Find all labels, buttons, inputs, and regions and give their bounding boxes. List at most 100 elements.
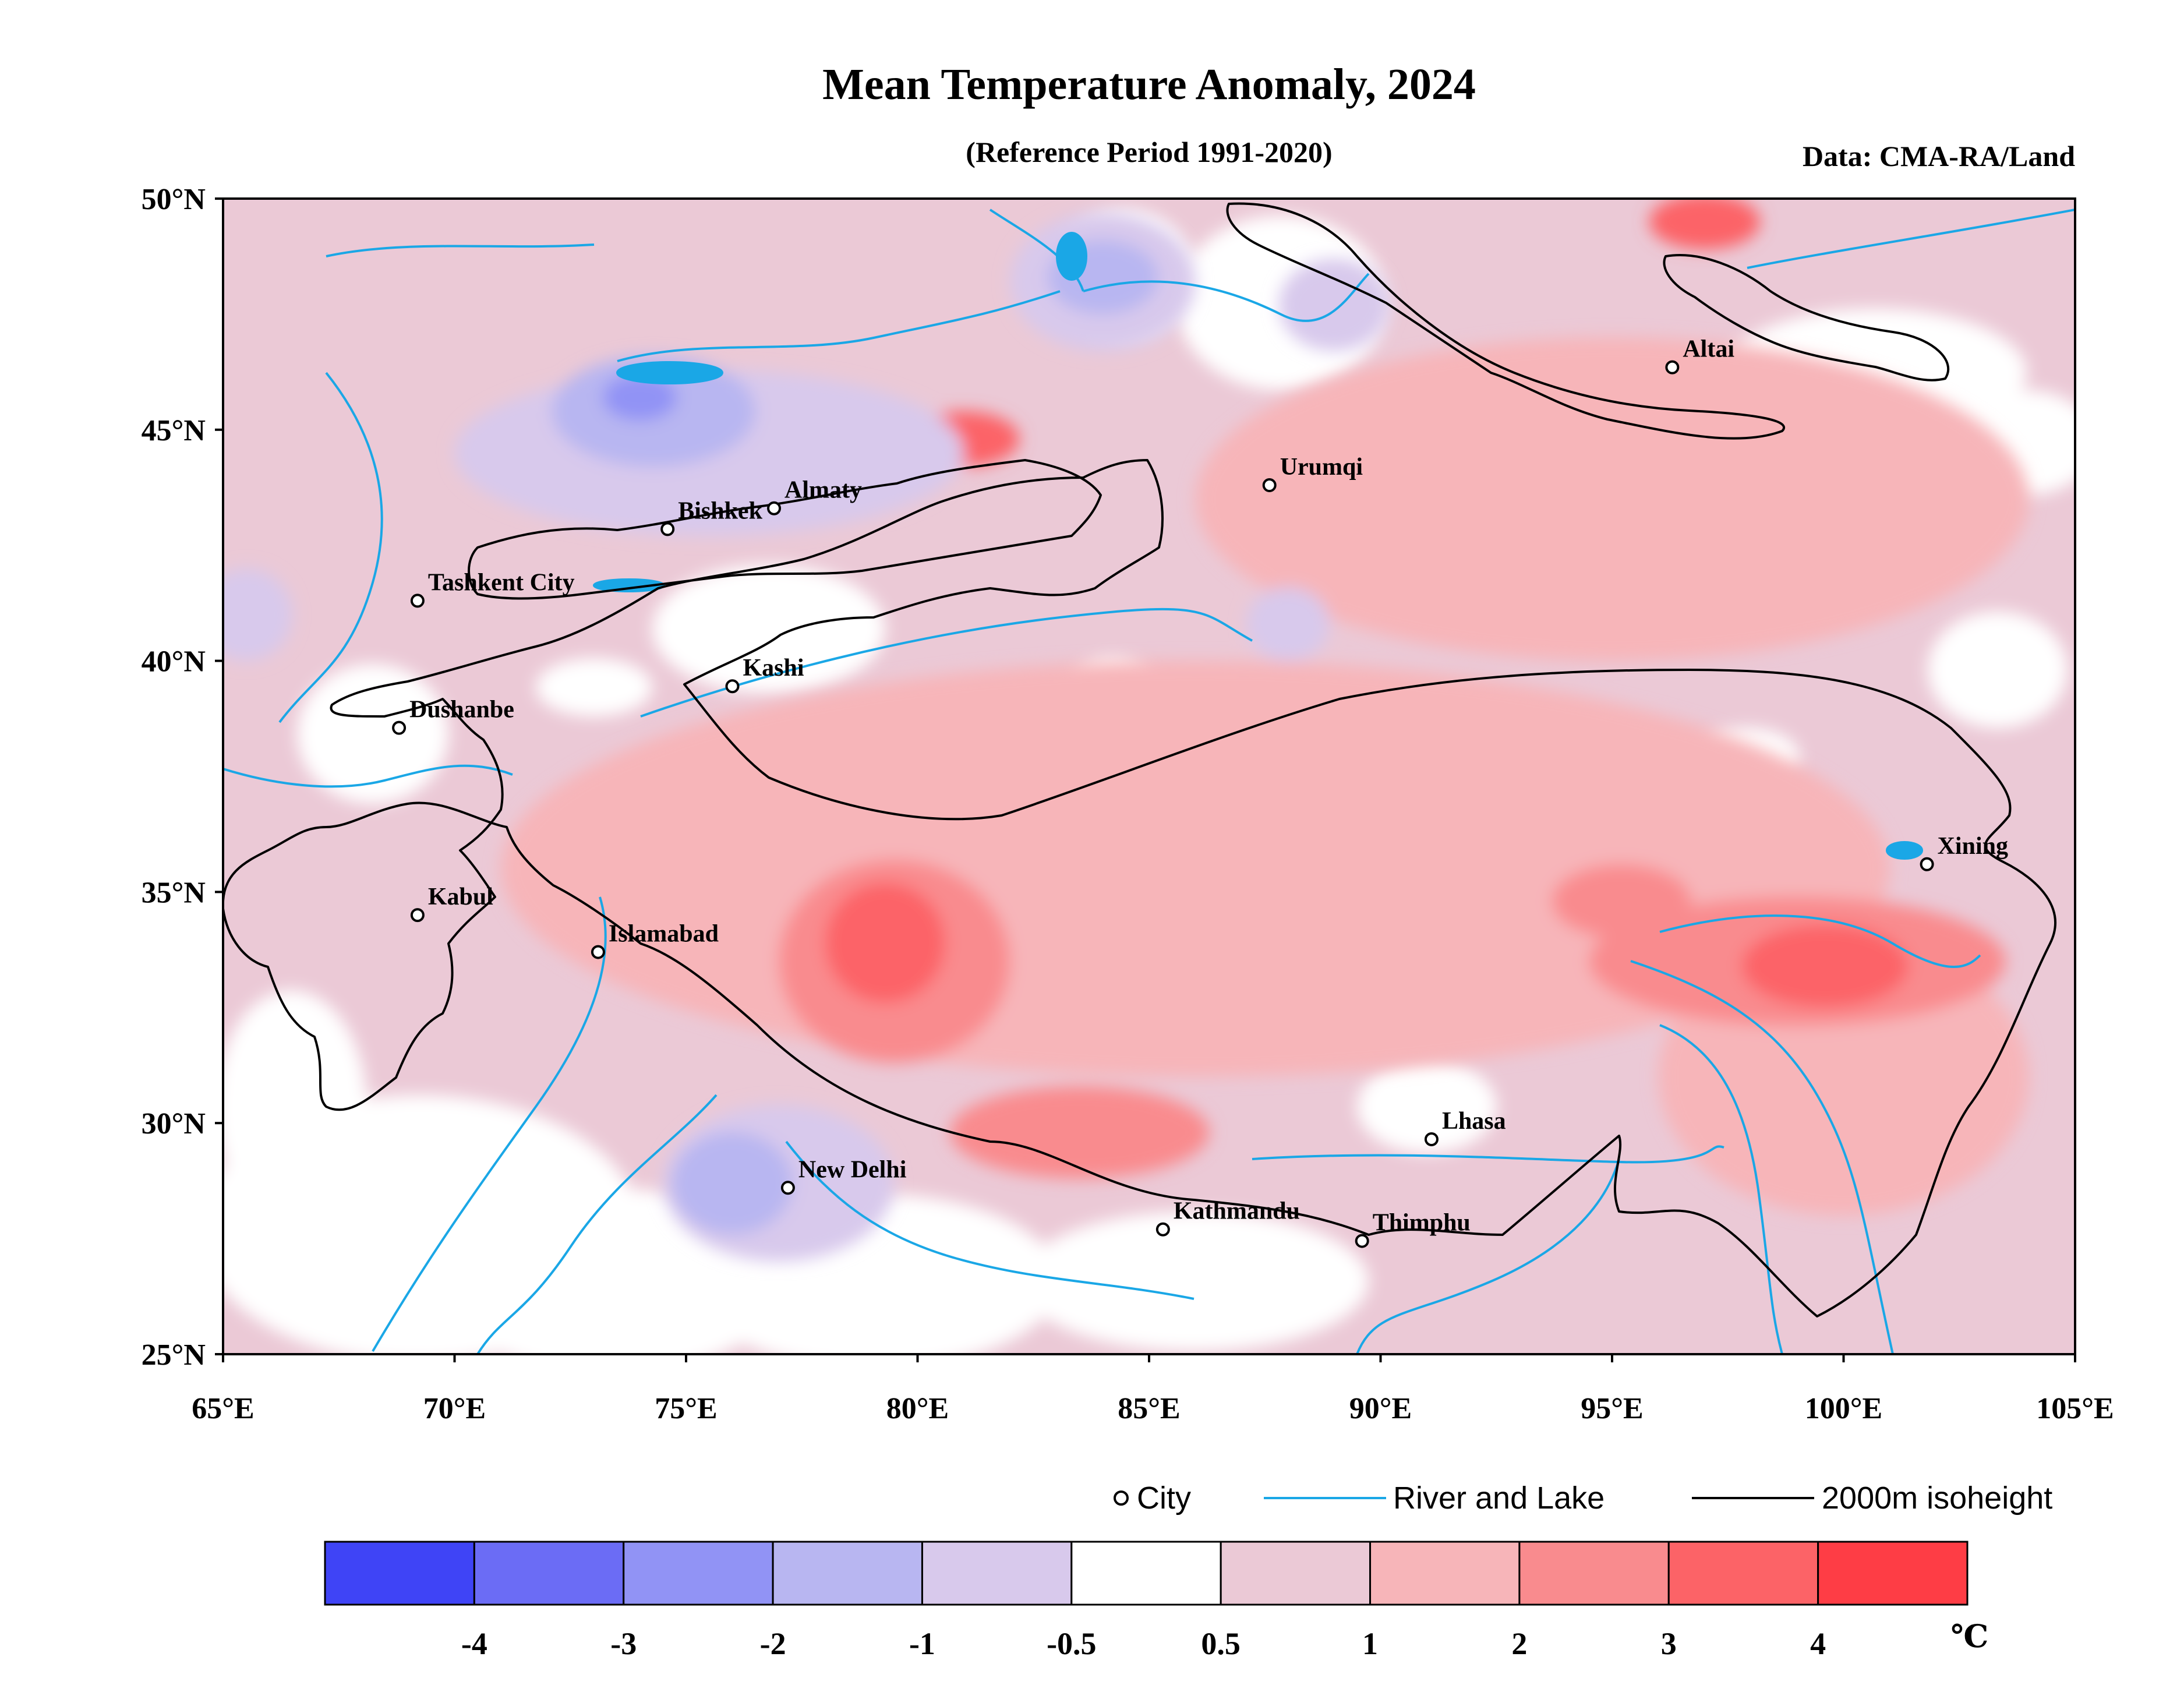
map-subtitle: (Reference Period 1991-2020) xyxy=(966,136,1332,168)
city-marker xyxy=(1355,1234,1369,1248)
colorbar-tick-label: 4 xyxy=(1810,1626,1826,1661)
lon-tick-label: 105°E xyxy=(2036,1392,2114,1425)
colorbar-segment xyxy=(772,1541,923,1606)
lat-tick-label: 40°N xyxy=(142,645,206,679)
colorbar-tick-label: -2 xyxy=(760,1626,786,1661)
city-marker xyxy=(767,501,782,515)
river-central-asia-north xyxy=(326,243,595,257)
city-label: Tashkent City xyxy=(428,569,575,596)
city-label: Bishkek xyxy=(678,497,762,524)
city-marker xyxy=(1424,1132,1439,1146)
colorbar-segment xyxy=(324,1541,475,1606)
lake-qinghai xyxy=(1886,841,1923,860)
city-label: Kabul xyxy=(428,884,493,910)
anomaly-region-20 xyxy=(602,374,677,421)
river-amu-darya xyxy=(223,764,513,788)
lon-tick-label: 100°E xyxy=(1805,1392,1882,1425)
river-yellow xyxy=(1659,914,1981,968)
colorbar-segment xyxy=(473,1541,625,1606)
isoheight-tianshan xyxy=(468,459,1102,600)
isoheight-altai xyxy=(1226,202,1785,440)
city-label: Kashi xyxy=(743,655,804,681)
lake-balkhash xyxy=(616,361,723,384)
city-label: Islamabad xyxy=(609,921,719,948)
city-marker xyxy=(660,522,675,536)
anomaly-region-15 xyxy=(1246,587,1330,661)
anomaly-region-8 xyxy=(1741,924,1909,1008)
river-brahmaputra xyxy=(1252,1145,1724,1164)
city-marker xyxy=(780,1181,795,1195)
colorbar-tick-label: -4 xyxy=(461,1626,487,1661)
lon-tick-label: 75°E xyxy=(655,1392,717,1425)
colorbar-tick-label: -3 xyxy=(610,1626,637,1661)
isoheight-altai-east xyxy=(1663,254,1950,382)
river-yangtze xyxy=(1630,960,1894,1354)
lat-tick-label: 45°N xyxy=(142,414,206,447)
river-tarim xyxy=(640,607,1253,718)
anomaly-region-16 xyxy=(223,568,293,661)
river-ili xyxy=(617,290,1061,362)
colorbar: -4 -3 -2 -1 -0.5 0.5 1 2 3 4 xyxy=(324,1541,1969,1661)
colorbar-tick-label: 0.5 xyxy=(1201,1626,1241,1661)
colorbar-segment xyxy=(921,1541,1073,1606)
map-area xyxy=(223,199,2075,1354)
city-label: New Delhi xyxy=(798,1156,907,1183)
anomaly-region-7 xyxy=(825,882,946,1003)
lat-tick-label: 30°N xyxy=(142,1107,206,1140)
lake-zaysan xyxy=(1056,232,1087,281)
lon-tick-label: 70°E xyxy=(423,1392,486,1425)
city-marker xyxy=(591,945,605,959)
city-marker xyxy=(1665,360,1680,375)
city-markers: Altai Urumqi Almaty Bishkek Tashkent City Kas… xyxy=(392,336,2008,1248)
lon-tick-label: 85°E xyxy=(1118,1392,1180,1425)
anomaly-region-18 xyxy=(672,1132,793,1234)
river-mekong xyxy=(1659,1024,1783,1354)
colorbar-unit-label: ℃ xyxy=(1951,1619,1989,1654)
city-marker xyxy=(392,720,407,735)
city-label: Dushanbe xyxy=(409,697,514,723)
isoheight-tibet-plateau xyxy=(223,459,2056,1317)
lon-tick-label: 80°E xyxy=(886,1392,949,1425)
colorbar-tick-label: 1 xyxy=(1362,1626,1378,1661)
colorbar-segment xyxy=(1667,1541,1819,1606)
legend-city-label: City xyxy=(1137,1481,1191,1516)
white-gap-regions xyxy=(223,210,2075,1354)
colorbar-tick-label: 3 xyxy=(1661,1626,1677,1661)
river-north-east xyxy=(1747,209,2075,269)
city-marker xyxy=(1920,857,1934,871)
lon-tick-label: 95°E xyxy=(1581,1392,1643,1425)
anomaly-region-9 xyxy=(1649,199,1761,250)
city-label: Xining xyxy=(1938,833,2008,860)
city-label: Lhasa xyxy=(1442,1108,1506,1135)
legend-river-label: River and Lake xyxy=(1393,1481,1605,1516)
colorbar-segment xyxy=(1070,1541,1222,1606)
lon-tick-label: 90°E xyxy=(1349,1392,1412,1425)
colorbar-segment xyxy=(1518,1541,1670,1606)
anomaly-region-1 xyxy=(1195,337,2029,661)
colorbar-segment xyxy=(1369,1541,1521,1606)
lake-issyk-kul xyxy=(593,578,665,592)
isoheight-2000m xyxy=(223,202,2056,1317)
lon-tick-label: 65°E xyxy=(192,1392,254,1425)
colorbar-segment xyxy=(1817,1541,1969,1606)
city-marker xyxy=(410,594,425,608)
colorbar-tick-label: -1 xyxy=(909,1626,935,1661)
map-title: Mean Temperature Anomaly, 2024 xyxy=(822,60,1476,109)
river-ganges xyxy=(785,1140,1195,1300)
colorbar-tick-label: -0.5 xyxy=(1047,1626,1096,1661)
data-source-label: Data: CMA-RA/Land xyxy=(1803,140,2075,172)
river-yarlung-lower xyxy=(1356,1158,1620,1354)
lat-tick-label: 25°N xyxy=(142,1338,206,1372)
map-legend: City River and Lake 2000m isoheight xyxy=(1114,1481,2052,1516)
rivers-and-lakes xyxy=(223,209,2075,1354)
lat-tick-label: 50°N xyxy=(142,183,206,216)
city-label: Thimphu xyxy=(1373,1210,1471,1237)
colorbar-segment xyxy=(623,1541,774,1606)
anomaly-region-6 xyxy=(1552,864,1691,938)
lat-tick-label: 35°N xyxy=(142,876,206,909)
colorbar-tick-label: 2 xyxy=(1511,1626,1527,1661)
river-indus xyxy=(372,896,607,1352)
city-marker xyxy=(725,679,740,694)
city-label: Almaty xyxy=(784,477,862,504)
